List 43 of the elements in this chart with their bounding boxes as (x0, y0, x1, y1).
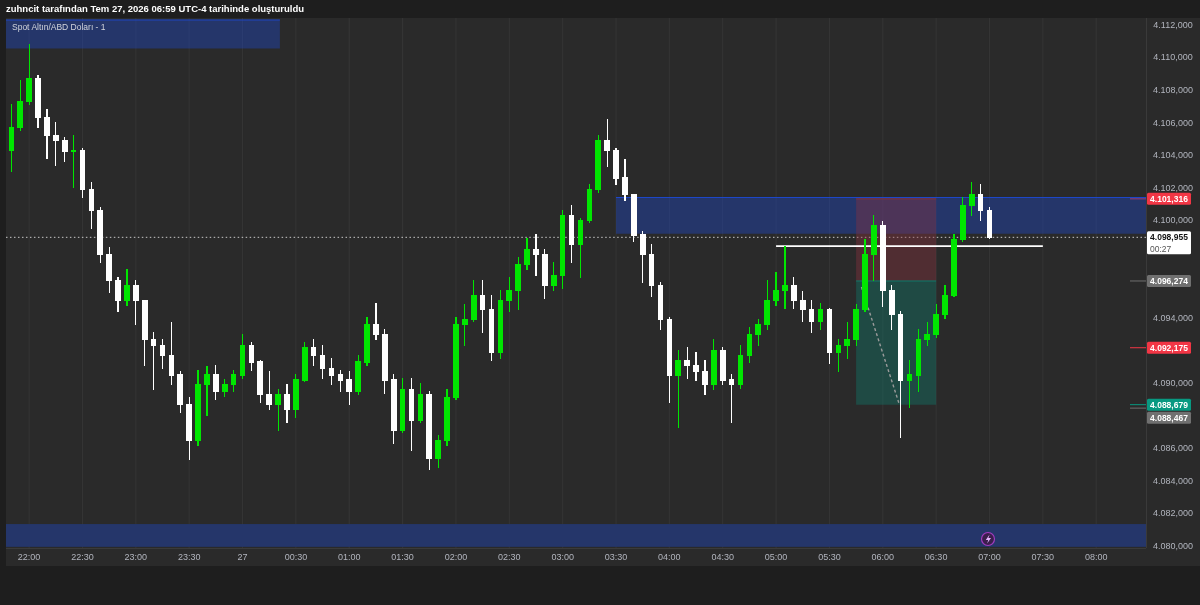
x-tick-label: 05:00 (764, 552, 788, 562)
y-tick-label: 4.100,000 (1152, 215, 1194, 226)
ref-line-label: 4.092,175 (1150, 342, 1189, 353)
y-tick-label: 4.106,000 (1152, 117, 1194, 128)
x-tick-label: 06:30 (924, 552, 948, 562)
ref-line-label: 4.088,679 (1150, 399, 1189, 410)
y-tick-label: 4.082,000 (1152, 508, 1194, 519)
y-tick-label: 4.112,000 (1153, 19, 1193, 30)
x-tick-label: 02:00 (444, 552, 468, 562)
x-tick-label: 23:00 (124, 552, 148, 562)
x-tick-label: 05:30 (818, 552, 841, 562)
x-tick-label: 07:30 (1031, 552, 1055, 562)
y-tick-label: 4.108,000 (1152, 84, 1194, 95)
y-tick-label: 4.080,000 (1152, 541, 1194, 552)
x-tick-label: 00:30 (284, 552, 308, 562)
x-tick-label: 04:30 (711, 552, 734, 562)
x-tick-label: 06:00 (871, 552, 895, 562)
x-tick-label: 07:00 (978, 552, 1001, 562)
text: Spot Altın/ABD Doları - 1 (12, 22, 106, 32)
y-tick-label: 4.110,000 (1153, 52, 1193, 63)
x-tick-label: 04:00 (658, 552, 681, 562)
x-tick-label: 01:30 (391, 552, 414, 562)
y-tick-label: 4.086,000 (1152, 443, 1194, 454)
x-tick-label: 03:30 (604, 552, 628, 562)
ref-line-label: 4.088,467 (1150, 412, 1189, 423)
y-tick-label: 4.084,000 (1152, 475, 1194, 486)
x-tick-label: 03:00 (551, 552, 574, 562)
y-tick-label: 4.104,000 (1152, 150, 1194, 161)
x-tick-label: 08:00 (1084, 552, 1108, 562)
text: 00:27 (1150, 243, 1172, 254)
ref-line-label: 4.098,955 (1150, 232, 1189, 243)
x-tick-label: 22:00 (17, 552, 41, 562)
chart-title: zuhncit tarafından Tem 27, 2026 06:59 UTC-4 tarihinde oluşturuldu (6, 3, 305, 14)
x-tick-label: 23:30 (177, 552, 201, 562)
ref-line-label: 4.101,316 (1150, 193, 1189, 204)
x-tick-label: 27 (237, 552, 248, 562)
ref-line-label: 4.096,274 (1150, 275, 1189, 286)
x-tick-label: 01:00 (337, 552, 361, 562)
y-tick-label: 4.102,000 (1152, 182, 1194, 193)
y-tick-label: 4.090,000 (1152, 378, 1194, 389)
x-tick-label: 02:30 (498, 552, 521, 562)
x-tick-label: 22:30 (71, 552, 94, 562)
y-tick-label: 4.094,000 (1152, 313, 1194, 324)
